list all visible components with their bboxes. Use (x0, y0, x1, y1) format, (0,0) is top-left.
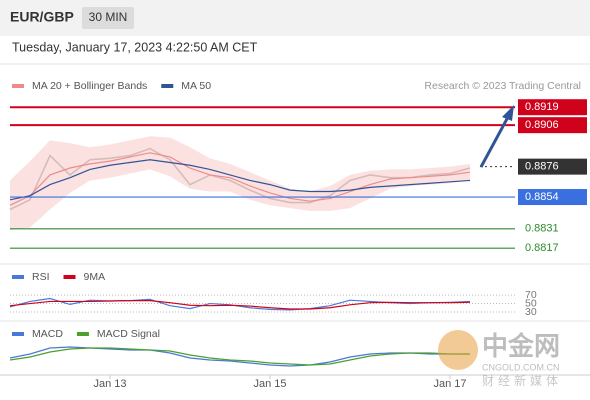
legend-label: MA 50 (181, 80, 211, 92)
datetime: Tuesday, January 17, 2023 4:22:50 AM CET (12, 40, 258, 54)
legend-label: 9MA (84, 271, 106, 283)
level-box (518, 117, 587, 134)
watermark-site: CNGOLD.COM.CN (482, 362, 560, 372)
series-line (9, 347, 470, 366)
legend-label: MA 20 + Bollinger Bands (32, 80, 147, 92)
level-label: 0.8817 (525, 242, 559, 254)
level-box (518, 158, 587, 175)
legend-swatch (76, 332, 89, 336)
x-tick-label: Jan 17 (433, 378, 466, 390)
series-line (9, 346, 470, 367)
watermark-tagline: 财经新媒体 (482, 373, 562, 388)
level-label: 0.8906 (525, 119, 559, 131)
legend-swatch (63, 275, 76, 279)
legend-label: RSI (32, 271, 50, 283)
legend-swatch (12, 275, 24, 279)
level-label: 0.8854 (525, 191, 559, 203)
timeframe-box[interactable] (82, 7, 134, 29)
legend-swatch (12, 332, 24, 336)
symbol: EUR/GBP (10, 9, 74, 25)
x-tick-label: Jan 13 (93, 378, 126, 390)
x-tick-label: Jan 15 (253, 378, 286, 390)
y-tick-label: 70 (525, 289, 537, 301)
series-line (9, 300, 471, 310)
level-box (518, 189, 587, 206)
series-line (9, 159, 471, 201)
level-box (518, 99, 587, 116)
timeframe[interactable]: 30 MIN (89, 10, 128, 24)
legend-label: MACD Signal (97, 328, 160, 340)
y-tick-label: 50 (525, 297, 537, 309)
legend-swatch (161, 84, 174, 88)
watermark-name: 中金网 (482, 331, 560, 361)
level-label: 0.8831 (525, 223, 559, 235)
credit: Research © 2023 Trading Central (424, 80, 581, 92)
y-tick-label: 30 (525, 306, 537, 318)
level-label: 0.8919 (525, 101, 559, 113)
series-line (9, 152, 471, 206)
level-label: 0.8876 (525, 161, 559, 173)
arrow-head (502, 105, 514, 121)
forecast-arrow (479, 116, 510, 168)
bollinger-band (10, 136, 470, 231)
series-line (9, 297, 471, 311)
legend-label: MACD (32, 328, 63, 340)
legend-swatch (12, 84, 24, 88)
watermark-logo (438, 330, 478, 370)
watermark: 中金网 CNGOLD.COM.CN 财经新媒体 (438, 330, 562, 388)
